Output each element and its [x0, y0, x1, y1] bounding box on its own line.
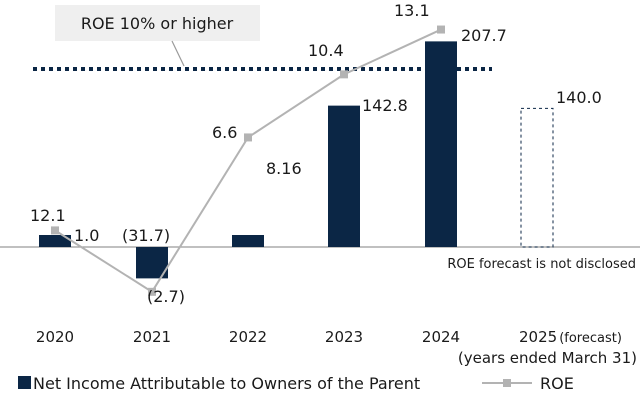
bar-2025: [520, 107, 554, 248]
callout-leader: [171, 40, 185, 67]
bar-label-2021: (31.7): [122, 226, 170, 245]
bar-2023: [328, 105, 360, 248]
x-tick-2020: 2020: [36, 328, 74, 346]
x-tick-2025: 2025 (forecast): [519, 328, 622, 346]
period-note: (years ended March 31): [458, 349, 637, 367]
bar-2020: [39, 235, 71, 247]
roe-point-2024: [437, 25, 445, 34]
data-labels: 12.1 (31.7) 8.16 142.8 207.7 140.0 1.0 (2.7) 6.6…: [30, 1, 602, 306]
legend: Net Income Attributable to Owners of the…: [18, 374, 574, 393]
roe-point-2021: [148, 287, 156, 296]
roe-point-2022: [244, 133, 252, 142]
bar-label-2022: 8.16: [266, 159, 302, 178]
callout-box: [55, 5, 260, 41]
roe-label-2020: 1.0: [74, 226, 99, 245]
x-tick-2023: 2023: [325, 328, 363, 346]
callout-text: ROE 10% or higher: [81, 14, 234, 33]
bar-2024: [425, 41, 457, 247]
roe-label-2024: 13.1: [394, 1, 430, 20]
legend-bar-label: Net Income Attributable to Owners of the…: [33, 374, 420, 393]
bar-label-2023: 142.8: [362, 96, 408, 115]
roe-line-series: [51, 25, 445, 296]
roe-line: [54, 28, 442, 294]
roe-label-2022: 6.6: [212, 123, 237, 142]
x-tick-2022: 2022: [229, 328, 267, 346]
x-axis: 2020 2021 2022 2023 2024 2025 (forecast): [36, 328, 622, 346]
legend-line-label: ROE: [540, 374, 574, 393]
roe-label-2021: (2.7): [147, 287, 185, 306]
x-tick-2024: 2024: [422, 328, 460, 346]
bar-label-2020: 12.1: [30, 206, 66, 225]
roe-label-2023: 10.4: [308, 41, 344, 60]
bar-label-2024: 207.7: [461, 26, 507, 45]
legend-line-marker: [503, 379, 511, 387]
legend-bar-swatch: [18, 376, 31, 389]
bar-label-2025: 140.0: [556, 88, 602, 107]
x-tick-2021: 2021: [133, 328, 171, 346]
roe-point-2020: [51, 226, 59, 235]
roe-forecast-note: ROE forecast is not disclosed: [447, 257, 636, 272]
bar-2022: [232, 235, 264, 247]
roe-point-2023: [340, 70, 348, 79]
target-callout: ROE 10% or higher: [55, 5, 260, 67]
bar-series: [39, 41, 554, 279]
